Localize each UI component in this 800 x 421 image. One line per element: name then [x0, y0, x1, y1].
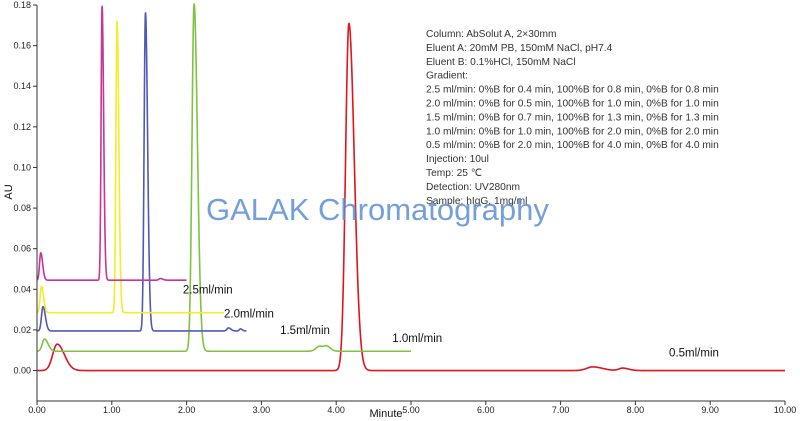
y-tick-label-1: 0.02: [13, 325, 31, 335]
watermark-text: GALAK Chromatography: [206, 192, 549, 227]
series-line-0-5ml-min: [36, 22, 786, 372]
series-group: [36, 3, 786, 372]
rate-label-1: 2.0ml/min: [224, 309, 274, 321]
x-tick-label-10: 10.00: [774, 405, 797, 415]
ticks: 0.00 1.00 2.00 3.00 4.00 5.00 6.00 7.00 8.00 9.00…: [13, 0, 796, 415]
info-line-4: 2.5 ml/min: 0%B for 0.4 min, 100%B for 0…: [426, 85, 719, 96]
y-tick-label-9: 0.18: [13, 0, 31, 10]
info-line-7: 1.0 ml/min: 0%B for 1.0 min, 100%B for 2…: [426, 126, 719, 137]
rate-label-0: 2.5ml/min: [183, 284, 233, 296]
info-line-3: Gradient:: [426, 71, 468, 82]
info-line-12: Sample: hIgG, 1mg/ml: [426, 196, 527, 207]
x-tick-label-2: 2.00: [178, 405, 196, 415]
y-tick-label-7: 0.14: [13, 81, 31, 91]
x-tick-label-6: 6.00: [477, 405, 495, 415]
y-tick-label-5: 0.10: [13, 162, 31, 172]
series-line-1-5ml-min: [36, 12, 247, 332]
series-line-2-0ml-min: [36, 20, 225, 314]
x-tick-label-7: 7.00: [552, 405, 570, 415]
y-tick-label-0: 0.00: [13, 366, 31, 376]
rate-label-3: 1.0ml/min: [392, 333, 442, 345]
x-tick-label-8: 8.00: [627, 405, 645, 415]
x-axis-title: Minute: [369, 408, 402, 420]
info-line-0: Column: AbSolut A, 2×30mm: [426, 29, 557, 40]
y-tick-label-2: 0.04: [13, 284, 31, 294]
info-line-10: Temp: 25 ℃: [426, 168, 482, 179]
info-line-11: Detection: UV280nm: [426, 182, 520, 193]
y-tick-label-6: 0.12: [13, 122, 31, 132]
rate-labels: 2.5ml/min 2.0ml/min 1.5ml/min 1.0ml/min 0.5m…: [183, 284, 719, 359]
info-line-6: 1.5 ml/min: 0%B for 0.7 min, 100%B for 1…: [426, 112, 719, 123]
info-line-2: Eluent B: 0.1%HCl, 150mM NaCl: [426, 57, 575, 68]
info-line-1: Eluent A: 20mM PB, 150mM NaCl, pH7.4: [426, 43, 613, 54]
series-line-1-0ml-min: [36, 3, 412, 353]
y-tick-label-3: 0.06: [13, 244, 31, 254]
info-line-8: 0.5 ml/min: 0%B for 2.0 min, 100%B for 4…: [426, 140, 719, 151]
rate-label-2: 1.5ml/min: [280, 325, 330, 337]
x-tick-label-1: 1.00: [103, 405, 121, 415]
x-tick-label-5: 5.00: [402, 405, 420, 415]
x-tick-label-4: 4.00: [327, 405, 345, 415]
y-tick-label-8: 0.16: [13, 41, 31, 51]
x-tick-label-3: 3.00: [253, 405, 271, 415]
x-tick-label-9: 9.00: [701, 405, 719, 415]
info-line-9: Injection: 10ul: [426, 154, 489, 165]
info-line-5: 2.0 ml/min: 0%B for 0.5 min, 100%B for 1…: [426, 99, 719, 110]
rate-label-4: 0.5ml/min: [669, 347, 719, 359]
info-box: Column: AbSolut A, 2×30mm Eluent A: 20mM …: [426, 29, 719, 207]
y-axis-title: AU: [3, 184, 15, 199]
x-tick-label-0: 0.00: [28, 405, 46, 415]
y-tick-label-4: 0.08: [13, 203, 31, 213]
series-line-2-5ml-min: [36, 5, 188, 281]
